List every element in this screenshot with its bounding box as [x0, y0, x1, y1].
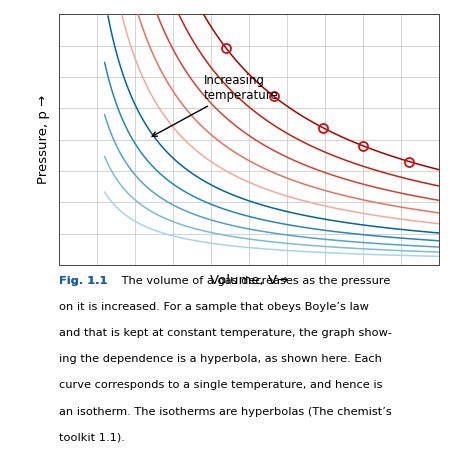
X-axis label: Volume, V→: Volume, V→	[210, 274, 288, 287]
Text: on it is increased. For a sample that obeys Boyle’s law: on it is increased. For a sample that ob…	[59, 302, 369, 312]
Text: Fig. 1.1: Fig. 1.1	[59, 276, 107, 286]
Text: an isotherm. The isotherms are hyperbolas (The chemist’s: an isotherm. The isotherms are hyperbola…	[59, 407, 392, 417]
Text: Fig. 1.1: Fig. 1.1	[59, 276, 107, 286]
Text: curve corresponds to a single temperature, and hence is: curve corresponds to a single temperatur…	[59, 381, 382, 391]
Text: The volume of a gas decreases as the pressure: The volume of a gas decreases as the pre…	[118, 276, 390, 286]
Text: toolkit 1.1).: toolkit 1.1).	[59, 433, 125, 443]
Text: and that is kept at constant temperature, the graph show-: and that is kept at constant temperature…	[59, 328, 392, 338]
Text: Increasing
temperature: Increasing temperature	[152, 74, 278, 137]
Y-axis label: Pressure, p →: Pressure, p →	[37, 95, 50, 184]
Text: ing the dependence is a hyperbola, as shown here. Each: ing the dependence is a hyperbola, as sh…	[59, 355, 382, 365]
